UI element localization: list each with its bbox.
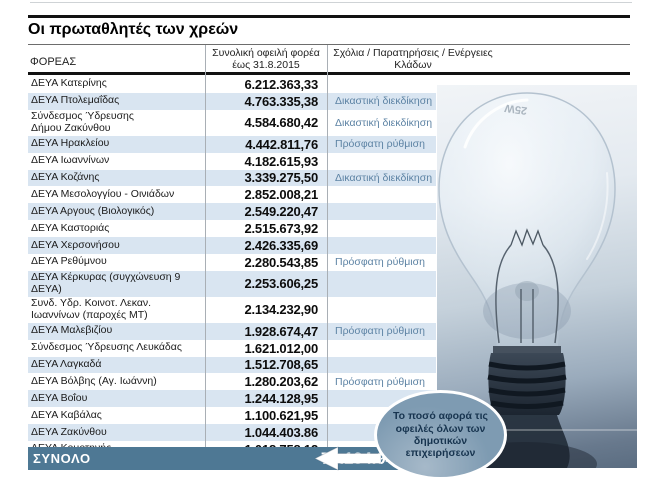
entity-name: ΔΕΥΑ Βοΐου — [31, 391, 88, 404]
lightbulb-illustration: 25W — [438, 92, 616, 468]
entity-name: ΔΕΥΑ Αργους (Βιολογικός) — [31, 204, 155, 217]
screw-ridge-3 — [488, 387, 566, 397]
title-top-rule — [28, 15, 630, 18]
table-row: ΔΕΥΑ Ηρακλείου 4.442.811,76 Πρόσφατη ρύθ… — [28, 135, 436, 153]
callout-bubble: Το ποσό αφορά τις οφειλές όλων των δημοτ… — [374, 390, 507, 480]
column-header-notes: Σχόλια / Παρατηρήσεις / Ενέργειες Κλάδων — [333, 47, 493, 72]
table-row: ΔΕΥΑ Μαλεβιζίου 1.928.674,47 Πρόσφατη ρύ… — [28, 322, 436, 340]
total-arrow-icon — [315, 446, 381, 471]
debt-amount: 2.549.220,47 — [244, 204, 318, 220]
branch-note: Δικαστική διεκδίκηση — [335, 171, 433, 184]
debt-amount: 2.426.335,69 — [244, 238, 318, 253]
branch-note: Πρόσφατη ρύθμιση — [335, 256, 425, 269]
branch-note: Δικαστική διεκδίκηση — [335, 95, 433, 108]
table-row: ΔΕΥΑ Καβάλας 1.100.621,95 — [28, 407, 436, 424]
surface-line — [437, 429, 637, 431]
table-row: ΔΕΥΑ Κέρκυρας (συγχώνευση 9 ΔΕΥΑ) 2.253.… — [28, 270, 436, 297]
base-collar — [493, 346, 561, 355]
debt-amount: 1.044.403.86 — [244, 425, 318, 440]
entity-name: ΔΕΥΑ Καβάλας — [31, 408, 102, 421]
debt-amount: 2.253.606,25 — [244, 276, 318, 292]
table-row: ΔΕΥΑ Αργους (Βιολογικός) 2.549.220,47 — [28, 203, 436, 221]
debt-amount: 1.621.012,00 — [244, 340, 318, 356]
debt-amount: 2.852.008,21 — [244, 187, 318, 203]
debt-amount: 2.134.232,90 — [244, 302, 318, 318]
entity-name: Σύνδεσμος Ύδρευσης Δήμου Ζακύνθου — [31, 109, 134, 134]
table-row: ΔΕΥΑ Βόλβης (Αγ. Ιωάννη) 1.280.203,62 Πρ… — [28, 373, 436, 390]
branch-note: Πρόσφατη ρύθμιση — [335, 325, 425, 338]
entity-name: ΔΕΥΑ Κατερίνης — [31, 77, 107, 90]
table-row: ΔΕΥΑ Μεσολογγίου - Οινιάδων 2.852.008,21 — [28, 186, 436, 203]
debt-amount: 4.584.680,42 — [244, 115, 318, 131]
debt-amount: 1.512.708,65 — [244, 357, 318, 373]
entity-name: Συνδ. Υδρ. Κοινοτ. Λεκαν. Ιωαννίνων (παρ… — [31, 296, 152, 321]
entity-name: ΔΕΥΑ Κοζάνης — [31, 170, 100, 183]
entity-name: ΔΕΥΑ Ρεθύμνου — [31, 255, 107, 268]
branch-note: Πρόσφατη ρύθμιση — [335, 138, 425, 151]
entity-name: ΔΕΥΑ Βόλβης (Αγ. Ιωάννη) — [31, 374, 157, 387]
stem-blob — [515, 281, 539, 301]
debt-amount: 4.763.335,38 — [244, 93, 318, 109]
table-row: ΔΕΥΑ Βοΐου 1.244.128,95 — [28, 390, 436, 408]
entity-name: ΔΕΥΑ Καστοριάς — [31, 221, 110, 234]
bulb-highlight-left — [463, 98, 529, 149]
top-hairline — [30, 2, 632, 3]
debt-amount: 4.442.811,76 — [245, 136, 318, 152]
table-row: ΔΕΥΑ Χερσονήσου 2.426.335,69 — [28, 237, 436, 254]
column-divider-2 — [327, 45, 328, 447]
table-row: ΔΕΥΑ Κοζάνης 3.339.275,50 Δικαστική διεκ… — [28, 169, 436, 187]
title-under-rule — [28, 44, 630, 45]
screw-ridge-2 — [487, 374, 567, 384]
header-thick-rule — [28, 72, 630, 75]
table-row: ΔΕΥΑ Καστοριάς 2.515.673,92 — [28, 220, 436, 237]
table-row: ΔΕΥΑ Κατερίνης 6.212.363,33 — [28, 76, 436, 93]
debt-amount: 1.928.674,47 — [244, 323, 318, 339]
debt-amount: 1.280.203,62 — [244, 374, 318, 390]
entity-name: ΔΕΥΑ Ηρακλείου — [31, 137, 110, 150]
page-title: Οι πρωταθλητές των χρεών — [28, 21, 239, 38]
table-row: Σύνδεσμος Ύδρευσης Δήμου Ζακύνθου 4.584.… — [28, 110, 436, 136]
debt-amount: 2.280.543,85 — [244, 254, 318, 270]
debt-amount: 6.212.363,33 — [244, 76, 318, 92]
glass-inner-shade — [483, 283, 571, 339]
entity-name: ΔΕΥΑ Ιωαννίνων — [31, 154, 110, 167]
table-row: ΔΕΥΑ Ρεθύμνου 2.280.543,85 Πρόσφατη ρύθμ… — [28, 254, 436, 271]
screw-ridge-1 — [488, 361, 566, 371]
column-header-entity: ΦΟΡΕΑΣ — [30, 56, 77, 68]
callout-text: Το ποσό αφορά τις οφειλές όλων των δημοτ… — [393, 410, 488, 460]
table-body: ΔΕΥΑ Κατερίνης 6.212.363,33 ΔΕΥΑ Πτολεμα… — [28, 76, 436, 458]
entity-name: ΔΕΥΑ Πτολεμαΐδας — [31, 94, 120, 107]
entity-name: Σύνδεσμος Ύδρευσης Λευκάδας — [31, 341, 182, 354]
branch-note: Δικαστική διεκδίκηση — [335, 116, 433, 129]
table-row: ΔΕΥΑ Λαγκαδά 1.512.708,65 — [28, 356, 436, 374]
debt-amount: 4.182.615,93 — [244, 153, 318, 169]
debt-amount: 1.100.621,95 — [244, 408, 318, 424]
bulb-highlight-right — [586, 172, 609, 260]
entity-name: ΔΕΥΑ Λαγκαδά — [31, 357, 102, 370]
table-row: ΔΕΥΑ Πτολεμαΐδας 4.763.335,38 Δικαστική … — [28, 92, 436, 110]
table-header-row: ΦΟΡΕΑΣ Συνολική οφειλή φορέα έως 31.8.20… — [28, 45, 630, 72]
table-row: Συνδ. Υδρ. Κοινοτ. Λεκαν. Ιωαννίνων (παρ… — [28, 297, 436, 323]
screw-ridge-4 — [490, 400, 564, 409]
filament-coil — [510, 228, 544, 247]
total-label: ΣΥΝΟΛΟ — [33, 451, 91, 466]
debt-amount: 1.244.128,95 — [244, 391, 318, 407]
table-row: ΔΕΥΑ Ζακύνθου 1.044.403.86 — [28, 424, 436, 441]
entity-name: ΔΕΥΑ Μεσολογγίου - Οινιάδων — [31, 187, 175, 200]
entity-name: ΔΕΥΑ Κέρκυρας (συγχώνευση 9 ΔΕΥΑ) — [31, 270, 181, 295]
column-header-total-debt: Συνολική οφειλή φορέα έως 31.8.2015 — [212, 47, 320, 72]
entity-name: ΔΕΥΑ Μαλεβιζίου — [31, 324, 113, 337]
filament-wires — [495, 244, 559, 344]
table-row: Σύνδεσμος Ύδρευσης Λευκάδας 1.621.012,00 — [28, 340, 436, 357]
column-divider-1 — [205, 45, 206, 447]
debt-amount: 3.339.275,50 — [244, 170, 318, 186]
debt-amount: 2.515.673,92 — [244, 221, 318, 237]
entity-name: ΔΕΥΑ Ζακύνθου — [31, 425, 107, 438]
bulb-marking: 25W — [503, 101, 528, 116]
table-row: ΔΕΥΑ Ιωαννίνων 4.182.615,93 — [28, 153, 436, 170]
entity-name: ΔΕΥΑ Χερσονήσου — [31, 238, 120, 251]
branch-note: Πρόσφατη ρύθμιση — [335, 375, 425, 388]
